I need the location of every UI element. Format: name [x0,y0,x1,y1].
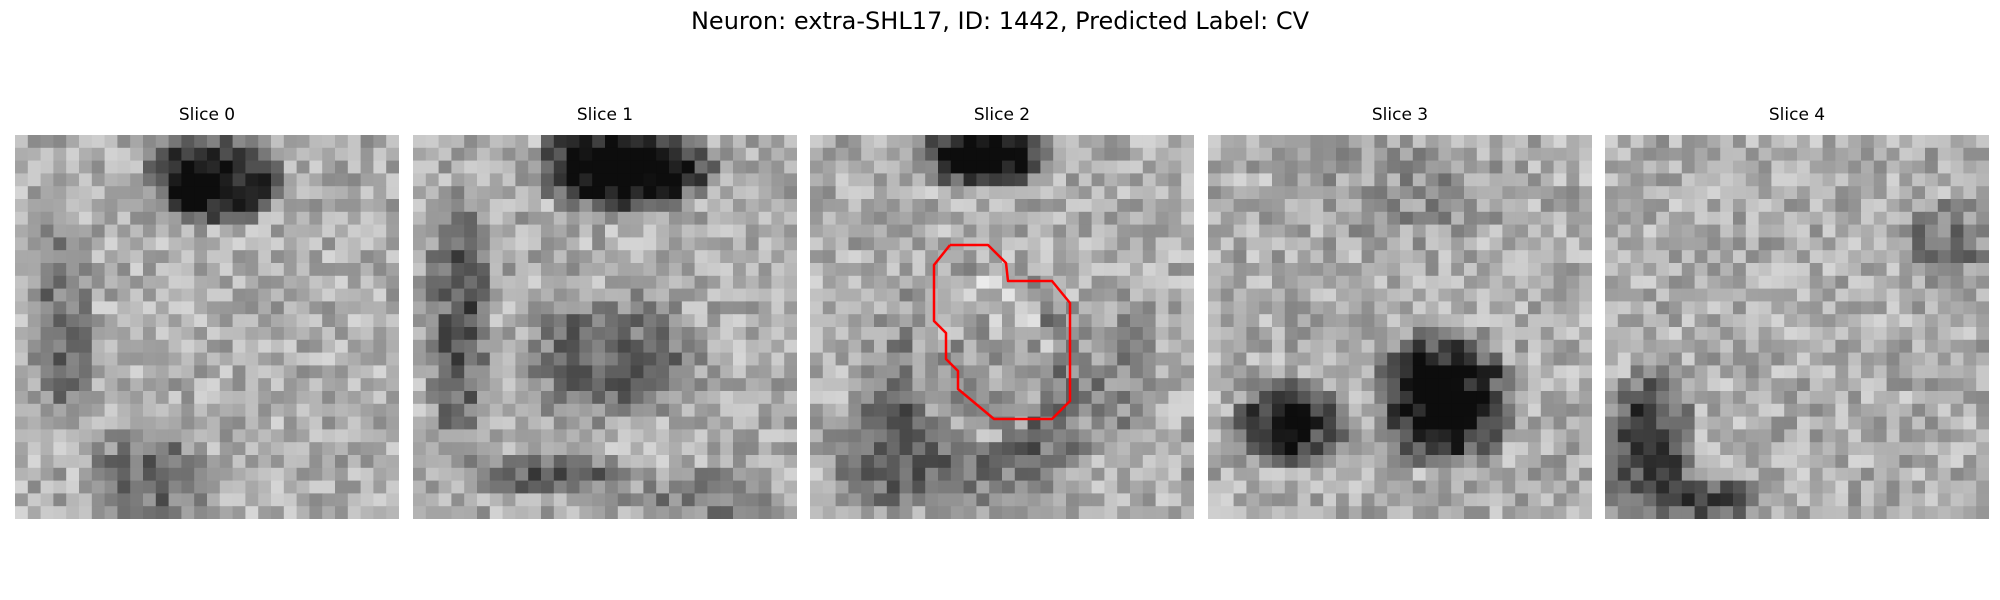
slice-image-1 [413,135,797,519]
slice-image-3 [1208,135,1592,519]
slice-image-4 [1605,135,1989,519]
slice-title-0: Slice 0 [178,105,236,125]
slice-title-1: Slice 1 [576,105,634,125]
slice-title-4: Slice 4 [1768,105,1826,125]
slice-title-2: Slice 2 [973,105,1031,125]
slice-title-3: Slice 3 [1371,105,1429,125]
slice-image-0 [15,135,399,519]
segmentation-contour [932,243,1072,421]
slice-image-2 [810,135,1194,519]
figure-title: Neuron: extra-SHL17, ID: 1442, Predicted… [690,7,1310,35]
